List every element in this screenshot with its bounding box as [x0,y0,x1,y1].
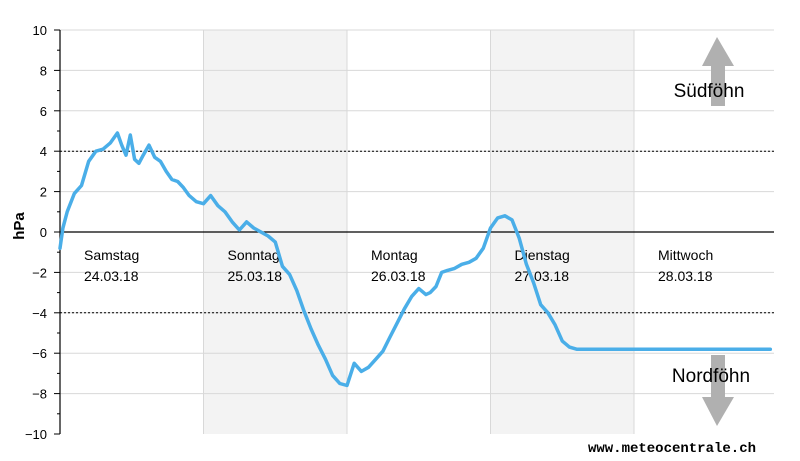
day-date-label: 24.03.18 [84,268,139,284]
y-tick-label: −6 [32,346,47,361]
day-name-label: Montag [371,247,418,263]
y-axis-label: hPa [11,212,28,240]
y-tick-label: 6 [40,104,47,119]
day-name-label: Samstag [84,247,139,263]
y-tick-label: 10 [33,23,47,38]
day-name-label: Sonntag [228,247,280,263]
y-tick-label: −8 [32,387,47,402]
down-arrow-icon [702,355,734,426]
day-labels: Samstag 24.03.18 Sonntag 25.03.18 Montag 26.0… [84,247,713,284]
y-axis: 10 8 6 4 2 0 −2 −4 −6 −8 −10 [25,23,61,442]
day-date-label: 27.03.18 [515,268,570,284]
day-name-label: Mittwoch [658,247,713,263]
y-tick-label: −4 [32,306,47,321]
series-group [58,131,773,388]
foehn-arrows [702,37,734,426]
day-date-label: 25.03.18 [228,268,283,284]
y-tick-label: −10 [25,427,47,442]
day-date-label: 26.03.18 [371,268,426,284]
day-date-label: 28.03.18 [658,268,713,284]
up-arrow-icon [702,37,734,106]
y-tick-label: 2 [40,185,47,200]
nordfoehn-label: Nordföhn [672,366,750,387]
pressure-difference-line [58,131,773,388]
watermark: www.meteocentrale.ch [588,441,756,457]
y-tick-label: 8 [40,63,47,78]
grid-lines [60,29,774,434]
y-tick-label: 0 [40,225,47,240]
y-tick-label: 4 [40,144,47,159]
day-name-label: Dienstag [515,247,570,263]
suedfoehn-label: Südföhn [674,81,745,102]
y-tick-label: −2 [32,265,47,280]
